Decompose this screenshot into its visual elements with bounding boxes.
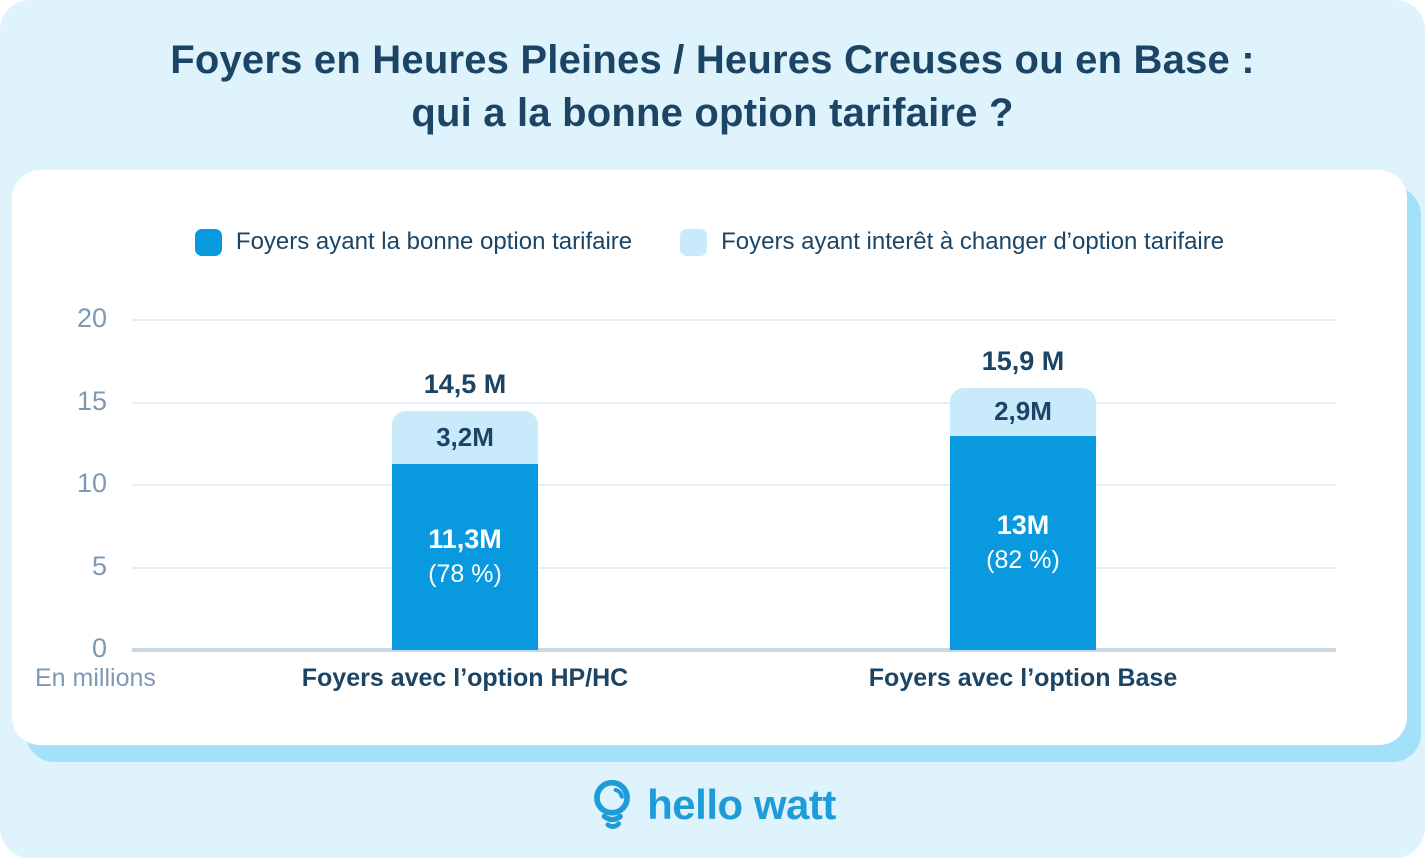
bar-segment-good-option-1: 13M (82 %) (950, 435, 1096, 650)
brand-logo: hello watt (0, 778, 1425, 832)
x-category-label-0: Foyers avec l’option HP/HC (301, 664, 629, 692)
bar-value-label-0: 11,3M (428, 524, 502, 555)
bar-value-label-1: 13M (996, 510, 1050, 541)
legend-label-0: Foyers ayant la bonne option tarifaire (235, 228, 633, 255)
y-tick-label-15: 15 (76, 385, 107, 416)
gridline-20 (132, 319, 1336, 321)
title-line-1: Foyers en Heures Pleines / Heures Creuse… (170, 38, 1255, 82)
bar-group-0: 14,5 M 3,2M 11,3M (78 %) (392, 369, 538, 650)
legend-swatch-0 (194, 228, 222, 256)
brand-wordmark: hello watt (647, 781, 836, 828)
bar-percent-label-0: (78 %) (428, 560, 502, 589)
legend-label-1: Foyers ayant interêt à changer d’option … (721, 228, 1225, 255)
x-category-label-1: Foyers avec l’option Base (868, 664, 1178, 692)
gridline-10 (132, 484, 1336, 486)
page-title: Foyers en Heures Pleines / Heures Creuse… (0, 34, 1425, 140)
bar-percent-label-1: (82 %) (986, 546, 1060, 575)
lightbulb-icon (594, 779, 631, 829)
chart-card: Foyers ayant la bonne option tarifaire Fo… (12, 170, 1407, 745)
legend-item-0: Foyers ayant la bonne option tarifaire (194, 228, 633, 256)
bar-segment-change-option-0: 3,2M (392, 410, 538, 464)
gridline-5 (132, 566, 1336, 569)
axis-unit-label: En millions (35, 664, 156, 692)
y-tick-label-5: 5 (91, 550, 107, 581)
gridline-0 (132, 648, 1336, 652)
legend-item-1: Foyers ayant interêt à changer d’option … (680, 228, 1224, 256)
legend-swatch-1 (680, 228, 708, 256)
bar-segment-change-option-1: 2,9M (950, 387, 1096, 436)
y-tick-label-20: 20 (76, 303, 107, 333)
y-tick-label-10: 10 (76, 468, 107, 498)
y-tick-label-0: 0 (91, 633, 107, 663)
bar-group-1: 15,9 M 2,9M 13M (82 %) (950, 346, 1096, 650)
bar-segment-good-option-0: 11,3M (78 %) (392, 463, 538, 650)
chart-legend: Foyers ayant la bonne option tarifaire Fo… (12, 228, 1407, 256)
bar-total-label-0: 14,5 M (423, 368, 507, 399)
gridline-15 (132, 401, 1336, 404)
title-line-2: qui a la bonne option tarifaire ? (411, 90, 1014, 135)
chart-area: 0 5 10 15 20 14,5 M 3,2M 11,3M (78 %) 15,9 M 2,9M… (12, 303, 1407, 663)
bar-total-label-1: 15,9 M (981, 345, 1065, 376)
